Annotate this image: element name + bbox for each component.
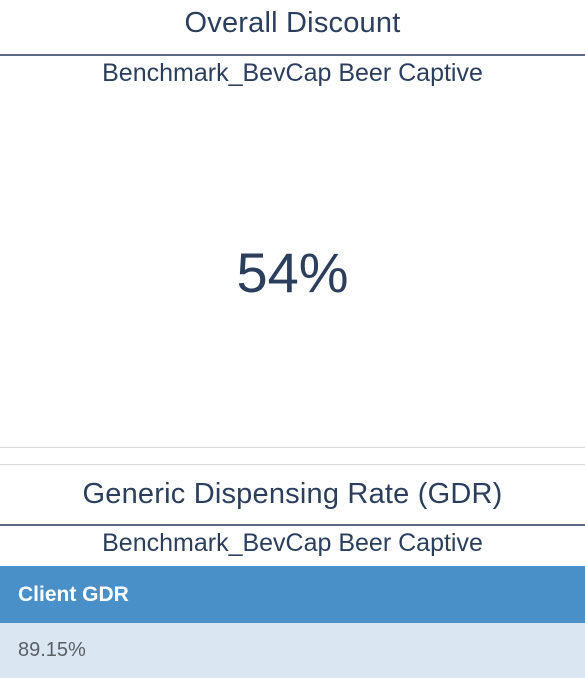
gdr-divider: [0, 524, 585, 526]
client-gdr-value: 89.15%: [18, 639, 86, 661]
table-row: 89.15%: [0, 623, 585, 678]
overall-discount-subtitle: Benchmark_BevCap Beer Captive: [102, 59, 483, 87]
gdr-top-divider: [0, 464, 585, 465]
gdr-title: Generic Dispensing Rate (GDR): [82, 478, 503, 510]
gdr-table-header: Client GDR: [0, 566, 585, 623]
overall-discount-divider: [0, 54, 585, 56]
overall-discount-title: Overall Discount: [184, 7, 401, 39]
column-header-client-gdr: Client GDR: [18, 583, 129, 606]
gdr-subtitle: Benchmark_BevCap Beer Captive: [102, 529, 483, 557]
overall-discount-value: 54%: [236, 241, 349, 304]
card-bottom-divider: [0, 447, 585, 448]
